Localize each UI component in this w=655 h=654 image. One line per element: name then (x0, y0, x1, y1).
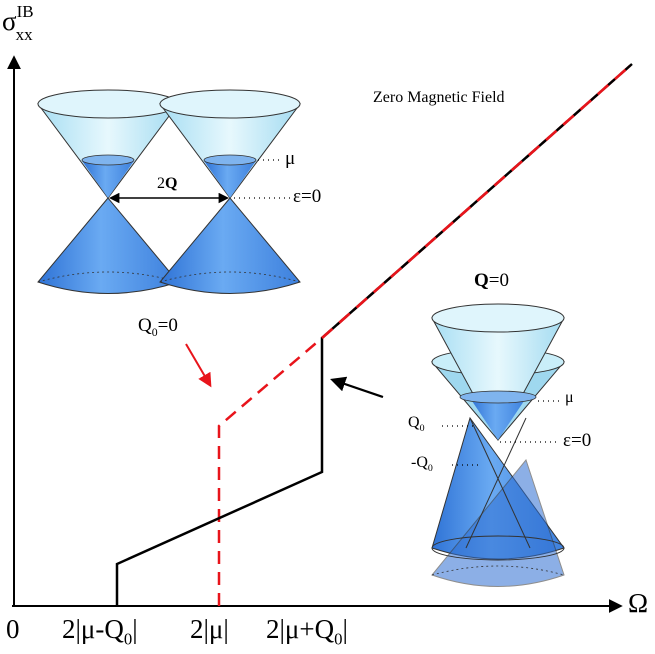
right-mu-label: μ (565, 389, 574, 406)
y-axis-label-sup: IB (16, 2, 34, 21)
q-zero-title: Q=0 (474, 270, 509, 292)
curve-q0-nonzero (115, 63, 633, 606)
tick-mu: 2|μ| (190, 614, 229, 644)
black-pointer-arrow (330, 376, 384, 399)
separation-label-num: 2 (157, 175, 165, 192)
q0-zero-caption-sub: 0 (151, 325, 158, 339)
tick-origin: 0 (6, 614, 20, 644)
separation-label-q: Q (165, 175, 178, 192)
y-axis-label: σIB xx (2, 2, 34, 45)
tick-mu-plus-q0-bar: | (342, 614, 348, 644)
left-eps-label: ε=0 (293, 186, 322, 207)
red-pointer-arrow (185, 343, 212, 388)
minus-q0-label: -Q0 (411, 454, 433, 474)
weyl-cone-right (159, 89, 301, 294)
left-cone-pair (37, 89, 301, 294)
y-axis-label-base: σ (2, 6, 17, 36)
tick-mu-minus-q0-text: 2|μ-Q (62, 614, 124, 644)
y-axis-label-sub: xx (15, 25, 33, 44)
q0-zero-caption-eq: =0 (157, 315, 178, 336)
zero-field-annotation: Zero Magnetic Field (373, 89, 505, 106)
tick-mu-minus-q0-bar: | (132, 614, 138, 644)
separation-label: 2Q (157, 175, 177, 193)
q0-label-sub: 0 (419, 423, 425, 435)
minus-q0-label-q: -Q (411, 454, 428, 471)
tick-mu-minus-q0: 2|μ-Q0| (62, 614, 138, 649)
left-mu-label: μ (285, 148, 296, 169)
cone-crossing-line-a (469, 417, 531, 549)
x-axis-label: Ω (628, 588, 649, 618)
curve-q0-zero (217, 63, 633, 606)
tick-mu-plus-q0-sub: 0 (334, 629, 343, 649)
q0-label-q: Q (408, 414, 420, 431)
q0-zero-caption: Q0=0 (138, 315, 178, 340)
minus-q0-label-sub: 0 (427, 463, 433, 475)
tick-mu-plus-q0-text: 2|μ+Q (266, 614, 335, 644)
right-eps-label: ε=0 (563, 430, 592, 451)
cone-crossing-line-b (465, 417, 527, 549)
q-zero-title-eq: =0 (488, 270, 509, 291)
q-zero-title-q: Q (474, 270, 489, 291)
q0-label: Q0 (408, 414, 425, 434)
right-cone-stack (430, 303, 566, 587)
q0-zero-caption-q: Q (138, 315, 152, 336)
tick-mu-minus-q0-sub: 0 (123, 629, 133, 649)
tick-mu-plus-q0: 2|μ+Q0| (266, 614, 348, 649)
